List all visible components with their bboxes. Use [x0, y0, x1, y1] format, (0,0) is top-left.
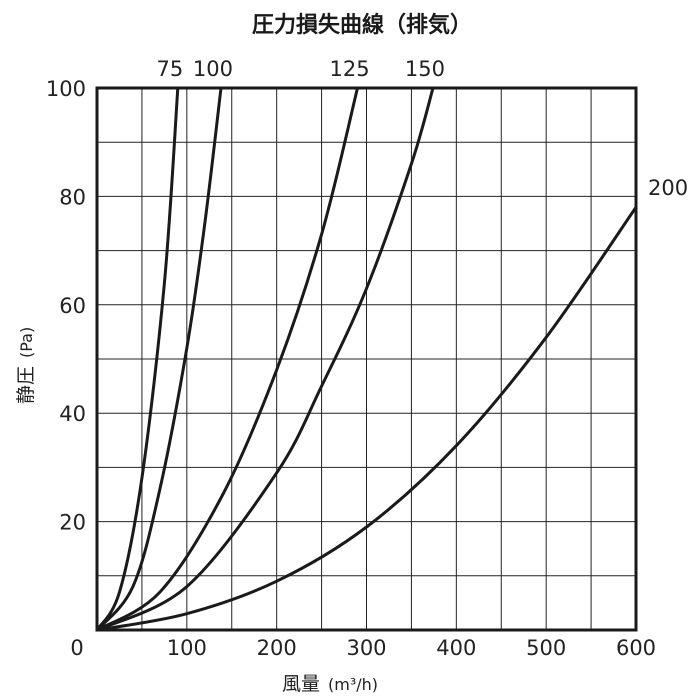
y-tick-label: 20	[59, 511, 86, 535]
x-tick-label: 100	[167, 636, 207, 660]
series-label-125: 125	[329, 57, 369, 81]
y-tick-label: 80	[59, 185, 86, 209]
curve-125	[96, 87, 359, 632]
x-tick-label: 200	[257, 636, 297, 660]
y-axis-unit: (Pa)	[17, 327, 36, 358]
curves	[95, 87, 638, 632]
series-labels: 75 100 125 150 200	[156, 57, 688, 200]
curve-150	[96, 87, 435, 632]
chart-title: 圧力損失曲線（排気）	[252, 12, 472, 38]
y-tick-label: 100	[46, 77, 86, 101]
x-tick-labels: 0 100 200 300 400 500 600	[70, 636, 656, 660]
series-label-200: 200	[648, 176, 688, 200]
y-tick-label: 40	[59, 402, 86, 426]
curve-100	[95, 87, 223, 632]
x-tick-label: 600	[616, 636, 656, 660]
y-axis-title: 静圧 (Pa)	[15, 327, 37, 404]
y-tick-labels: 20 40 60 80 100	[46, 77, 86, 535]
curve-200	[96, 206, 638, 632]
y-tick-label: 60	[59, 294, 86, 318]
series-label-75: 75	[156, 57, 183, 81]
curve-75	[95, 87, 180, 631]
x-axis-unit: (m³/h)	[328, 675, 378, 694]
plot-border	[95, 86, 638, 632]
grid-lines	[97, 88, 636, 630]
x-axis-label: 風量	[282, 673, 320, 695]
series-label-150: 150	[405, 57, 445, 81]
x-tick-label: 500	[526, 636, 566, 660]
x-tick-label: 0	[70, 636, 83, 660]
plot-frame	[95, 86, 638, 632]
series-label-100: 100	[193, 57, 233, 81]
x-tick-label: 400	[436, 636, 476, 660]
y-axis-label: 静圧	[15, 366, 37, 404]
x-tick-label: 300	[346, 636, 386, 660]
